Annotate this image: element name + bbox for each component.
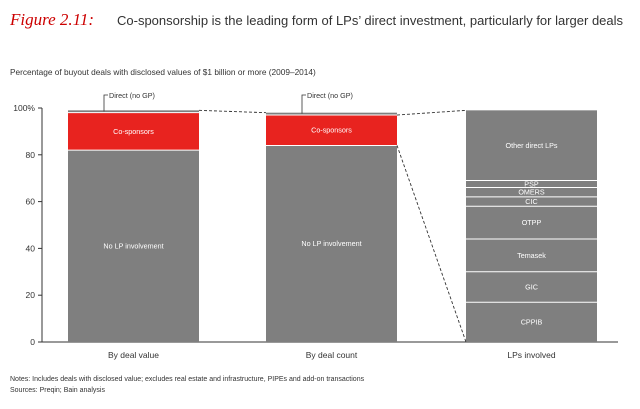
bar-segment-omers (466, 187, 597, 197)
y-tick-label: 40 (26, 243, 36, 253)
segment-label-cppib: CPPIB (521, 318, 543, 327)
callouts-layer: Direct (no GP) Direct (no GP) (103, 91, 353, 114)
bar-segment-other-direct-lps (466, 110, 597, 181)
connectors-layer (198, 109, 467, 343)
notes-text: Notes: Includes deals with disclosed val… (10, 376, 365, 383)
bar-segment-co-sponsors (266, 115, 397, 146)
bar-by-deal-value (68, 110, 199, 342)
y-tick-label: 20 (26, 290, 36, 300)
bar-segment-no-lp-involvement (68, 150, 199, 342)
bar-segment-otpp (466, 206, 597, 240)
category-label: By deal value (108, 350, 159, 360)
callout-label: Direct (no GP) (109, 91, 155, 100)
bar-segment-no-lp-involvement (266, 145, 397, 342)
bar-segment-cic (466, 196, 597, 207)
segment-label-omers: OMERS (518, 188, 545, 197)
chart-title: Co-sponsorship is the leading form of LP… (117, 13, 624, 28)
segment-label-psp: PSP (524, 180, 539, 189)
y-tick-label: 60 (26, 197, 36, 207)
bars-layer (68, 110, 597, 342)
segment-label-no-lp-involvement: No LP involvement (301, 239, 361, 248)
bar-by-deal-count (266, 112, 397, 342)
category-label: By deal count (306, 350, 358, 360)
dashed-connector (396, 109, 467, 116)
segment-label-no-lp-involvement: No LP involvement (103, 242, 163, 251)
segment-label-co-sponsors: Co-sponsors (311, 126, 352, 135)
bar-segment-direct-no-gp (266, 112, 397, 116)
dashed-connector (396, 145, 467, 343)
segment-label-gic: GIC (525, 283, 538, 292)
segment-label-cic: CIC (525, 197, 537, 206)
dashed-connector (198, 109, 267, 114)
bar-lps-involved (466, 110, 597, 342)
callout-line (103, 94, 108, 112)
y-tick-label: 100% (13, 103, 35, 113)
y-tick-label: 0 (30, 337, 35, 347)
category-label: LPs involved (507, 350, 555, 360)
callout-label: Direct (no GP) (307, 91, 353, 100)
bar-segment-direct-no-gp (68, 110, 199, 113)
labels-layer: No LP involvement Co-sponsors By deal valu… (103, 126, 557, 360)
bar-segment-co-sponsors (68, 112, 199, 151)
y-tick-label: 80 (26, 150, 36, 160)
bar-segment-temasek (466, 239, 597, 272)
bar-segment-psp (466, 180, 597, 188)
segment-label-co-sponsors: Co-sponsors (113, 127, 154, 136)
bar-segment-cppib (466, 302, 597, 342)
segment-label-otpp: OTPP (522, 218, 542, 227)
segment-label-other-direct-lps: Other direct LPs (506, 141, 558, 150)
callout-line (301, 94, 306, 114)
bar-segment-gic (466, 271, 597, 303)
chart-subtitle: Percentage of buyout deals with disclose… (10, 67, 316, 77)
sources-text: Sources: Preqin; Bain analysis (10, 387, 105, 394)
segment-label-temasek: Temasek (517, 251, 546, 260)
figure-label: Figure 2.11: (9, 10, 94, 29)
